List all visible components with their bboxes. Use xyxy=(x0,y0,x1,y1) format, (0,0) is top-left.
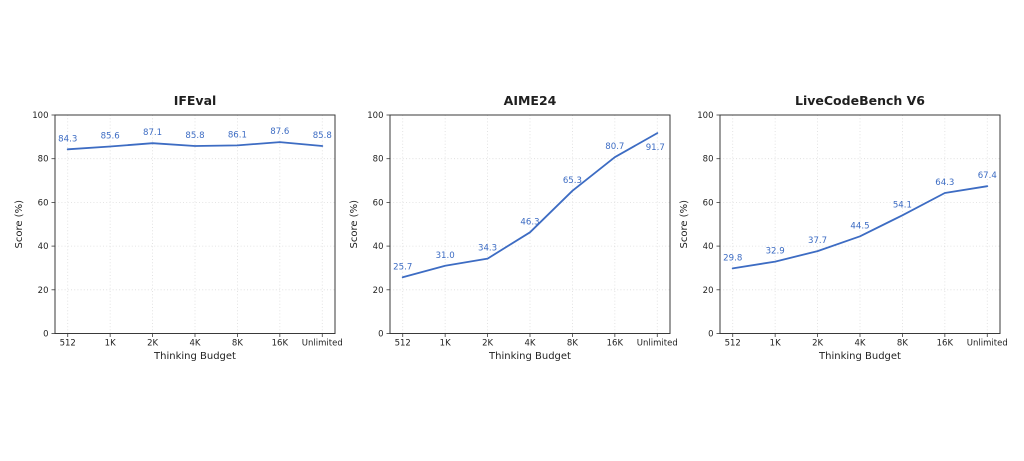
point-value-label: 67.4 xyxy=(978,171,997,181)
x-axis-label: Thinking Budget xyxy=(488,351,571,362)
x-tick-label: 512 xyxy=(395,339,411,349)
y-axis-label: Score (%) xyxy=(14,200,25,249)
point-value-label: 34.3 xyxy=(478,244,497,254)
grid xyxy=(390,114,670,334)
grid xyxy=(720,114,1000,334)
y-tick-label: 40 xyxy=(703,242,714,252)
x-tick-label: 2K xyxy=(147,339,158,349)
y-tick-label: 60 xyxy=(38,198,49,208)
y-tick-label: 20 xyxy=(38,286,49,296)
y-tick-label: 40 xyxy=(373,242,384,252)
point-value-label: 31.0 xyxy=(436,251,455,261)
y-tick-label: 0 xyxy=(43,330,48,340)
point-value-label: 65.3 xyxy=(563,176,582,186)
chart-livecodebench-v6: 0 20 40 60 80 100 512 1K 2K 4K 8K 16K Unlimited LiveC… xyxy=(679,93,1008,362)
y-axis-label: Score (%) xyxy=(679,200,690,249)
x-axis-label: Thinking Budget xyxy=(818,351,901,362)
y-axis-label: Score (%) xyxy=(349,200,360,249)
x-tick-label: 2K xyxy=(482,339,493,349)
point-value-label: 25.7 xyxy=(393,262,412,272)
point-value-label: 32.9 xyxy=(766,247,785,257)
x-tick-label: 4K xyxy=(855,339,866,349)
x-tick-label: 512 xyxy=(725,339,741,349)
x-tick-label: 1K xyxy=(105,339,116,349)
point-value-label: 64.3 xyxy=(935,178,954,188)
series-line xyxy=(401,132,659,279)
x-axis-label: Thinking Budget xyxy=(153,351,236,362)
y-tick-label: 100 xyxy=(32,111,48,121)
point-value-label: 80.7 xyxy=(605,142,624,152)
grid xyxy=(55,114,335,334)
y-tick-label: 80 xyxy=(38,155,49,165)
point-value-label: 85.6 xyxy=(101,131,120,141)
y-tick-label: 40 xyxy=(38,242,49,252)
point-value-label: 29.8 xyxy=(723,253,742,263)
x-tick-label: 4K xyxy=(190,339,201,349)
x-tick-label: 2K xyxy=(812,339,823,349)
y-tick-label: 60 xyxy=(373,198,384,208)
chart-title: LiveCodeBench V6 xyxy=(795,93,925,108)
chart-title: AIME24 xyxy=(504,93,557,108)
point-value-label: 85.8 xyxy=(313,131,332,141)
y-tick-label: 0 xyxy=(708,330,713,340)
x-tick-label: 8K xyxy=(897,339,908,349)
x-tick-label: Unlimited xyxy=(967,339,1008,349)
point-value-label: 85.8 xyxy=(185,131,204,141)
x-tick-label: 1K xyxy=(770,339,781,349)
point-value-label: 86.1 xyxy=(228,130,247,140)
point-value-label: 44.5 xyxy=(850,221,869,231)
point-value-label: 37.7 xyxy=(808,236,827,246)
y-tick-label: 80 xyxy=(703,155,714,165)
point-value-label: 84.3 xyxy=(58,134,77,144)
point-value-label: 87.6 xyxy=(270,127,289,137)
x-tick-label: Unlimited xyxy=(637,339,678,349)
point-value-label: 54.1 xyxy=(893,200,912,210)
x-tick-label: 16K xyxy=(272,339,289,349)
x-tick-label: 16K xyxy=(607,339,624,349)
x-tick-label: 512 xyxy=(60,339,76,349)
y-tick-label: 60 xyxy=(703,198,714,208)
series-line xyxy=(66,141,324,151)
chart-title: IFEval xyxy=(174,93,217,108)
y-tick-label: 80 xyxy=(373,155,384,165)
series-line xyxy=(731,185,989,270)
y-tick-label: 20 xyxy=(373,286,384,296)
point-value-label: 46.3 xyxy=(520,217,539,227)
y-tick-label: 0 xyxy=(378,330,383,340)
x-tick-label: 8K xyxy=(567,339,578,349)
x-tick-label: 1K xyxy=(440,339,451,349)
x-tick-label: 16K xyxy=(937,339,954,349)
x-tick-label: 8K xyxy=(232,339,243,349)
chart-ifeval: 0 20 40 60 80 100 512 1K 2K 4K 8K 16K Unlimited IFEva… xyxy=(14,93,343,362)
chart-aime24: 0 20 40 60 80 100 512 1K 2K 4K 8K 16K Unlimited AIME2… xyxy=(349,93,678,362)
y-tick-label: 100 xyxy=(697,111,713,121)
x-tick-label: 4K xyxy=(525,339,536,349)
point-value-label: 87.1 xyxy=(143,128,162,138)
point-value-label: 91.7 xyxy=(646,143,665,153)
y-tick-label: 100 xyxy=(367,111,383,121)
x-tick-label: Unlimited xyxy=(302,339,343,349)
y-tick-label: 20 xyxy=(703,286,714,296)
